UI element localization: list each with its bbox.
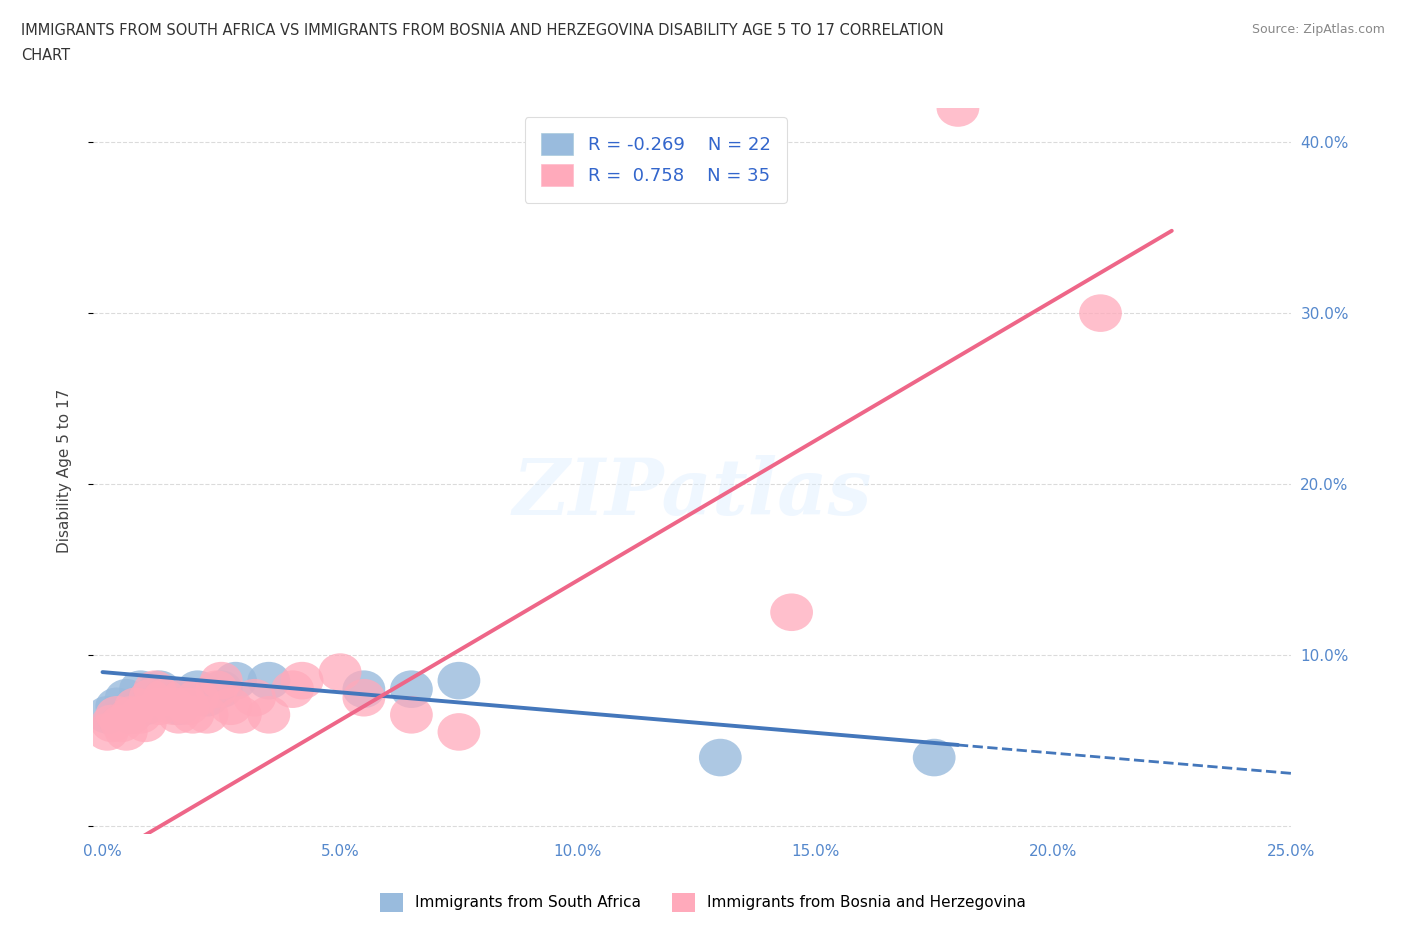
Legend: Immigrants from South Africa, Immigrants from Bosnia and Herzegovina: Immigrants from South Africa, Immigrants…	[374, 887, 1032, 918]
Text: Source: ZipAtlas.com: Source: ZipAtlas.com	[1251, 23, 1385, 36]
Legend: R = -0.269    N = 22, R =  0.758    N = 35: R = -0.269 N = 22, R = 0.758 N = 35	[524, 117, 787, 203]
Text: ZIPatlas: ZIPatlas	[512, 455, 872, 531]
Y-axis label: Disability Age 5 to 17: Disability Age 5 to 17	[58, 389, 72, 553]
Text: CHART: CHART	[21, 48, 70, 63]
Text: IMMIGRANTS FROM SOUTH AFRICA VS IMMIGRANTS FROM BOSNIA AND HERZEGOVINA DISABILIT: IMMIGRANTS FROM SOUTH AFRICA VS IMMIGRAN…	[21, 23, 943, 38]
